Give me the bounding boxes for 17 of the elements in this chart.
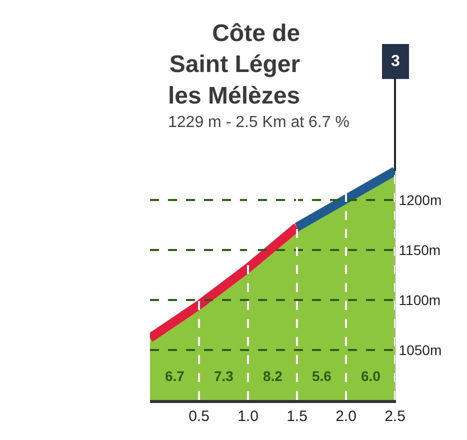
- annotation: 3: [391, 53, 400, 70]
- y-tick-label: 1150m: [398, 242, 441, 258]
- y-tick-label: 1100m: [398, 292, 441, 308]
- annotation: 6.7: [165, 368, 185, 384]
- x-tick-label: 2.0: [336, 408, 356, 425]
- x-tick-label: 0.5: [188, 408, 210, 425]
- x-tick-label: 1.0: [238, 408, 258, 425]
- annotation: 7.3: [214, 368, 234, 384]
- x-tick-label: 2.5: [384, 408, 406, 425]
- x-tick-label: 1.5: [286, 408, 308, 425]
- annotation: 8.2: [263, 368, 283, 384]
- y-tick-label: 1050m: [398, 342, 442, 358]
- annotation: 6.0: [361, 368, 381, 384]
- chart-title: Côte de Saint Léger les Mélèzes: [168, 20, 300, 110]
- y-tick-label: 1200m: [398, 192, 442, 208]
- annotation: 5.6: [312, 368, 332, 384]
- chart-subtitle: 1229 m - 2.5 Km at 6.7 %: [168, 114, 350, 131]
